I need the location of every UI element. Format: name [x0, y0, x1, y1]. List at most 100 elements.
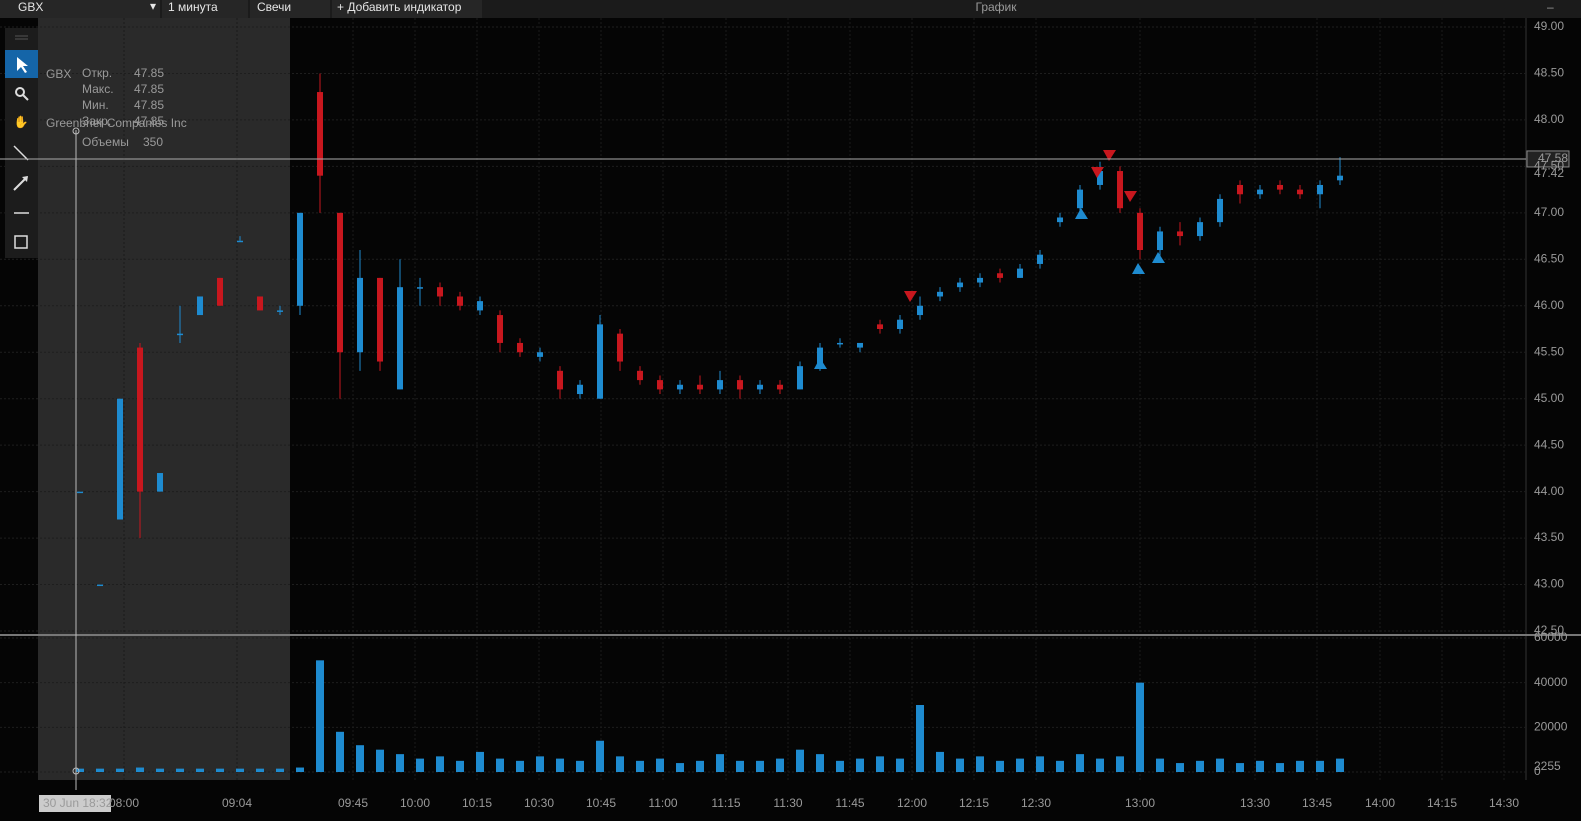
volume-bar — [636, 760, 644, 772]
candle-body — [397, 287, 403, 390]
signal — [1091, 167, 1104, 178]
signal — [1124, 191, 1137, 202]
x-tick-label: 14:30 — [1489, 796, 1519, 810]
volume-bar — [816, 754, 824, 772]
pointer-icon[interactable] — [17, 57, 28, 73]
rect-tool[interactable] — [14, 235, 28, 249]
candle-body — [497, 315, 503, 343]
symbol[interactable]: GBX — [18, 0, 43, 14]
volume-bar — [416, 758, 424, 772]
y2-tick-label: 0 — [1534, 764, 1541, 778]
volume-bar — [916, 705, 924, 772]
indicator-box[interactable] — [332, 0, 482, 18]
line-tool[interactable] — [13, 145, 29, 161]
volume-bar — [456, 760, 464, 772]
candle-body — [1237, 184, 1243, 195]
zoom-icon[interactable] — [15, 87, 25, 97]
x-tick-label: 10:00 — [400, 796, 430, 810]
y-tick-label: 44.50 — [1534, 437, 1564, 451]
candle-body — [337, 212, 343, 353]
candle-body — [717, 380, 723, 390]
volume-bar — [1336, 758, 1344, 772]
candle-body — [297, 212, 303, 306]
candle-body — [757, 384, 763, 390]
dropdown-arrow[interactable]: ▾ — [150, 0, 156, 13]
candle-body — [797, 366, 803, 390]
volume-bar — [996, 760, 1004, 772]
x-tick-label: 10:30 — [524, 796, 554, 810]
volume-bar — [876, 756, 884, 772]
minimize[interactable]: – — [1547, 0, 1554, 14]
candle-body — [917, 305, 923, 316]
candle-body — [1157, 231, 1163, 251]
volume-bar — [96, 768, 104, 772]
x-tick-label: 12:30 — [1021, 796, 1051, 810]
volume-bar — [216, 768, 224, 772]
candle-body — [557, 370, 563, 390]
candle-body — [1297, 189, 1303, 195]
volume-bar — [1236, 763, 1244, 772]
y-tick-label: 47.50 — [1534, 159, 1564, 173]
candle-body — [197, 296, 203, 316]
volume-bar — [1096, 758, 1104, 772]
last-price: 47.42 — [1534, 166, 1564, 180]
volume-bar — [596, 740, 604, 772]
candle-body — [357, 277, 363, 353]
candle-body — [977, 277, 983, 283]
y-tick-label: 48.00 — [1534, 112, 1564, 126]
zoom-handle[interactable] — [22, 94, 29, 101]
candle-body — [1317, 184, 1323, 195]
style-box[interactable] — [250, 0, 330, 18]
candle-body — [1057, 217, 1063, 223]
candle-body — [737, 380, 743, 390]
candle-body — [937, 291, 943, 297]
y2-tick-label: 60000 — [1534, 630, 1568, 644]
interval-box[interactable] — [162, 0, 248, 18]
plot — [76, 73, 1344, 772]
volume-bar — [1176, 763, 1184, 772]
volume-value: 350 — [143, 135, 163, 149]
signal — [1152, 252, 1165, 263]
x-tick-label: 14:00 — [1365, 796, 1395, 810]
candle-body — [597, 324, 603, 399]
interval[interactable]: 1 минута — [168, 0, 218, 14]
candle-body — [277, 310, 283, 312]
volume-bar — [1296, 760, 1304, 772]
info-label: Мин. — [82, 98, 109, 112]
x-tick-label: 08:00 — [109, 796, 139, 810]
candle-body — [97, 584, 103, 587]
symbol-box[interactable] — [0, 0, 160, 18]
candle-body — [1197, 222, 1203, 237]
volume-bar — [236, 768, 244, 772]
info-label: Макс. — [82, 82, 114, 96]
window-title: График — [976, 0, 1018, 14]
volume-bar — [156, 768, 164, 772]
hand-icon[interactable]: ✋ — [14, 115, 29, 129]
info-value: 47.85 — [134, 98, 164, 112]
volume-bar — [656, 758, 664, 772]
candle-body — [437, 287, 443, 297]
add-indicator[interactable]: + Добавить индикатор — [337, 0, 462, 14]
style[interactable]: Свечи — [257, 0, 291, 14]
buy-signals — [814, 208, 1165, 369]
volume-bar — [796, 749, 804, 772]
volume-bar — [1036, 756, 1044, 772]
signal — [814, 358, 827, 369]
candle-body — [1177, 231, 1183, 237]
x-tick-label: 13:30 — [1240, 796, 1270, 810]
volume-bar — [1156, 758, 1164, 772]
candle-body — [657, 380, 663, 390]
volume-bar — [756, 760, 764, 772]
arrow-head[interactable] — [22, 176, 28, 182]
volume-bar — [1136, 682, 1144, 772]
candle-body — [317, 92, 323, 176]
volume-bar — [1076, 754, 1084, 772]
volume-bar — [176, 768, 184, 772]
grid — [0, 18, 1526, 780]
x-tick-label: 11:00 — [648, 796, 677, 810]
info-label: Закр. — [82, 114, 111, 128]
x-tick-label: 12:15 — [959, 796, 989, 810]
volume-bar — [696, 760, 704, 772]
y2-tick-label: 40000 — [1534, 675, 1568, 689]
